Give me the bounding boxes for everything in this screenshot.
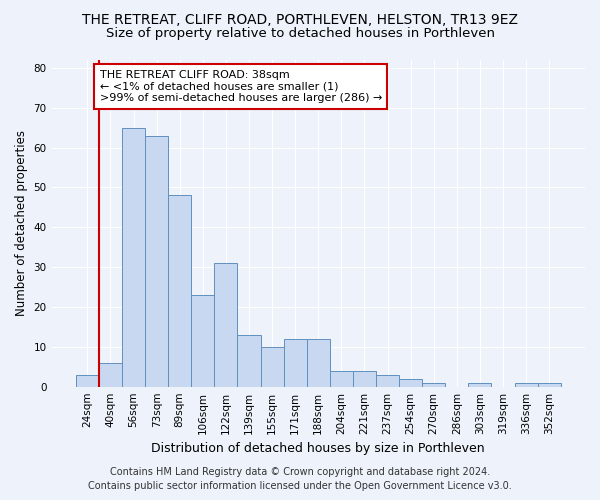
Bar: [399, 378, 422, 386]
Text: THE RETREAT CLIFF ROAD: 38sqm
← <1% of detached houses are smaller (1)
>99% of s: THE RETREAT CLIFF ROAD: 38sqm ← <1% of d…: [100, 70, 382, 103]
Text: THE RETREAT, CLIFF ROAD, PORTHLEVEN, HELSTON, TR13 9EZ: THE RETREAT, CLIFF ROAD, PORTHLEVEN, HEL…: [82, 12, 518, 26]
Bar: [307, 339, 330, 386]
Bar: [376, 374, 399, 386]
Bar: [168, 196, 191, 386]
Y-axis label: Number of detached properties: Number of detached properties: [15, 130, 28, 316]
Bar: [260, 347, 284, 387]
Bar: [238, 335, 260, 386]
Text: Contains HM Land Registry data © Crown copyright and database right 2024.
Contai: Contains HM Land Registry data © Crown c…: [88, 467, 512, 491]
Bar: [538, 382, 561, 386]
Bar: [214, 263, 238, 386]
X-axis label: Distribution of detached houses by size in Porthleven: Distribution of detached houses by size …: [151, 442, 485, 455]
Bar: [330, 370, 353, 386]
Bar: [353, 370, 376, 386]
Bar: [422, 382, 445, 386]
Bar: [99, 363, 122, 386]
Bar: [122, 128, 145, 386]
Bar: [469, 382, 491, 386]
Bar: [515, 382, 538, 386]
Bar: [76, 374, 99, 386]
Bar: [145, 136, 168, 386]
Bar: [191, 295, 214, 386]
Bar: [284, 339, 307, 386]
Text: Size of property relative to detached houses in Porthleven: Size of property relative to detached ho…: [106, 28, 494, 40]
